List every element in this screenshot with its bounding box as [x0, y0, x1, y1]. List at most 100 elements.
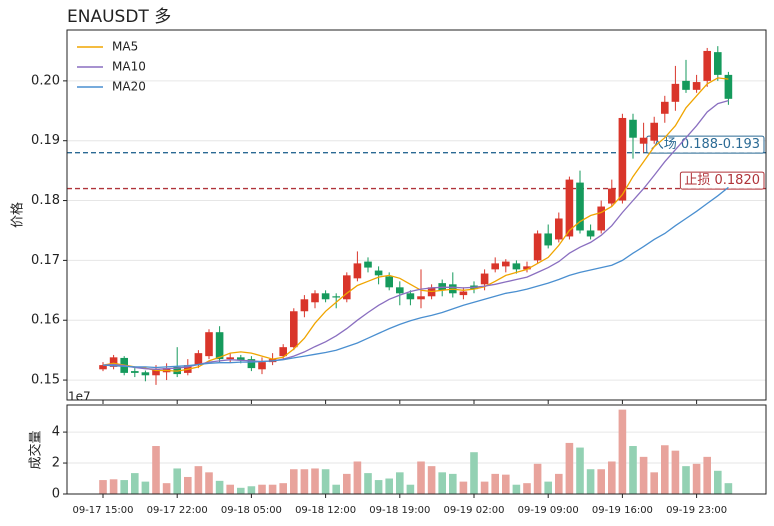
- volume-bar: [226, 484, 234, 494]
- volume-bar: [671, 450, 680, 494]
- y-tick-label: 0.19: [31, 133, 60, 148]
- candle-body: [512, 263, 521, 270]
- volume-bar: [152, 446, 160, 494]
- volume-bar: [661, 445, 669, 494]
- volume-bar: [279, 483, 287, 494]
- x-tick-label: 09-18 05:00: [221, 505, 282, 516]
- volume-bar: [343, 473, 351, 494]
- volume-bar: [109, 479, 118, 494]
- candle-body: [332, 296, 340, 298]
- volume-bar: [364, 473, 372, 494]
- y-axis-label: 成交量: [28, 430, 44, 469]
- volume-bar: [184, 476, 192, 494]
- volume-bar: [470, 452, 478, 494]
- candle-body: [597, 206, 605, 231]
- candle-body: [576, 182, 584, 231]
- volume-bar: [576, 447, 584, 494]
- candle-body: [661, 101, 669, 114]
- candle-body: [682, 80, 690, 90]
- volume-bar: [385, 478, 393, 494]
- volume-bar: [682, 466, 690, 494]
- candle-body: [608, 188, 616, 204]
- candle-body: [131, 371, 139, 373]
- x-tick-label: 09-19 16:00: [592, 505, 653, 516]
- volume-bar: [438, 472, 446, 494]
- candle-body: [491, 263, 499, 270]
- volume-bar: [396, 472, 404, 494]
- candle-body: [714, 52, 722, 75]
- volume-bar: [332, 484, 340, 494]
- candle-body: [692, 82, 701, 90]
- candle-body: [555, 218, 563, 240]
- volume-bar: [724, 483, 733, 494]
- candle-body: [703, 50, 711, 81]
- candle-body: [406, 293, 415, 300]
- volume-bar: [555, 473, 563, 494]
- x-tick-label: 09-19 09:00: [518, 505, 579, 516]
- volume-bar: [237, 487, 245, 494]
- legend-label: MA20: [112, 80, 146, 94]
- candle-body: [141, 372, 150, 376]
- volume-bar: [544, 481, 552, 494]
- annotation-box: [679, 171, 765, 190]
- x-tick-label: 09-19 23:00: [666, 505, 727, 516]
- ma-line: [102, 186, 729, 369]
- y-tick-label: 0.18: [31, 193, 60, 208]
- candle-body: [152, 369, 160, 376]
- candle-body: [523, 266, 531, 270]
- x-tick-label: 09-17 22:00: [147, 505, 208, 516]
- candle-body: [311, 293, 319, 303]
- volume-bar: [449, 473, 457, 494]
- annotation: 入场 0.188-0.193: [651, 137, 760, 152]
- volume-bar: [480, 481, 489, 494]
- volume-bar: [714, 470, 722, 494]
- candle-body: [374, 270, 383, 276]
- candle-body: [247, 359, 256, 369]
- volume-bar: [703, 456, 711, 494]
- candle-body: [565, 179, 574, 237]
- x-tick-label: 09-18 12:00: [295, 505, 356, 516]
- volume-bar: [597, 469, 605, 494]
- volume-bar: [618, 409, 627, 494]
- candle-body: [364, 261, 372, 268]
- volume-bar: [131, 473, 139, 494]
- y-tick-label: 0.15: [31, 373, 60, 388]
- volume-bar: [406, 484, 415, 494]
- candle-body: [459, 291, 468, 296]
- y-axis-label: 价格: [10, 202, 26, 228]
- volume-bar: [215, 480, 224, 494]
- volume-bar: [247, 486, 256, 494]
- candle-body: [237, 357, 245, 361]
- plot-frame: [66, 29, 767, 401]
- y-tick-label: 2: [52, 456, 60, 471]
- volume-bar: [608, 461, 616, 494]
- candle-body: [215, 332, 224, 360]
- annotation: 止损 0.1820: [684, 173, 760, 188]
- y-tick-label: 0: [52, 487, 60, 502]
- volume-bar: [194, 466, 203, 494]
- volume-bar: [162, 483, 171, 494]
- x-tick-label: 09-18 19:00: [369, 505, 430, 516]
- volume-bar: [491, 473, 499, 494]
- candle-body: [417, 296, 425, 300]
- volume-bar: [300, 469, 309, 494]
- volume-bar: [290, 469, 298, 494]
- candle-body: [480, 273, 489, 285]
- y-tick-label: 4: [52, 425, 60, 440]
- candle-body: [353, 263, 362, 279]
- volume-bar: [173, 468, 181, 494]
- y-tick-label: 0.20: [31, 73, 60, 88]
- plot-frame: [66, 404, 767, 495]
- candle-body: [544, 233, 552, 246]
- candle-body: [194, 353, 203, 366]
- candle-body: [639, 137, 648, 144]
- volume-bar: [512, 484, 521, 494]
- y-tick-label: 0.16: [31, 313, 60, 328]
- volume-bar: [639, 456, 648, 494]
- x-tick-label: 09-19 02:00: [443, 505, 504, 516]
- volume-bar: [374, 480, 383, 494]
- candle-body: [300, 299, 309, 312]
- candle-body: [385, 276, 393, 288]
- volume-bar: [427, 466, 436, 494]
- candle-body: [343, 275, 351, 300]
